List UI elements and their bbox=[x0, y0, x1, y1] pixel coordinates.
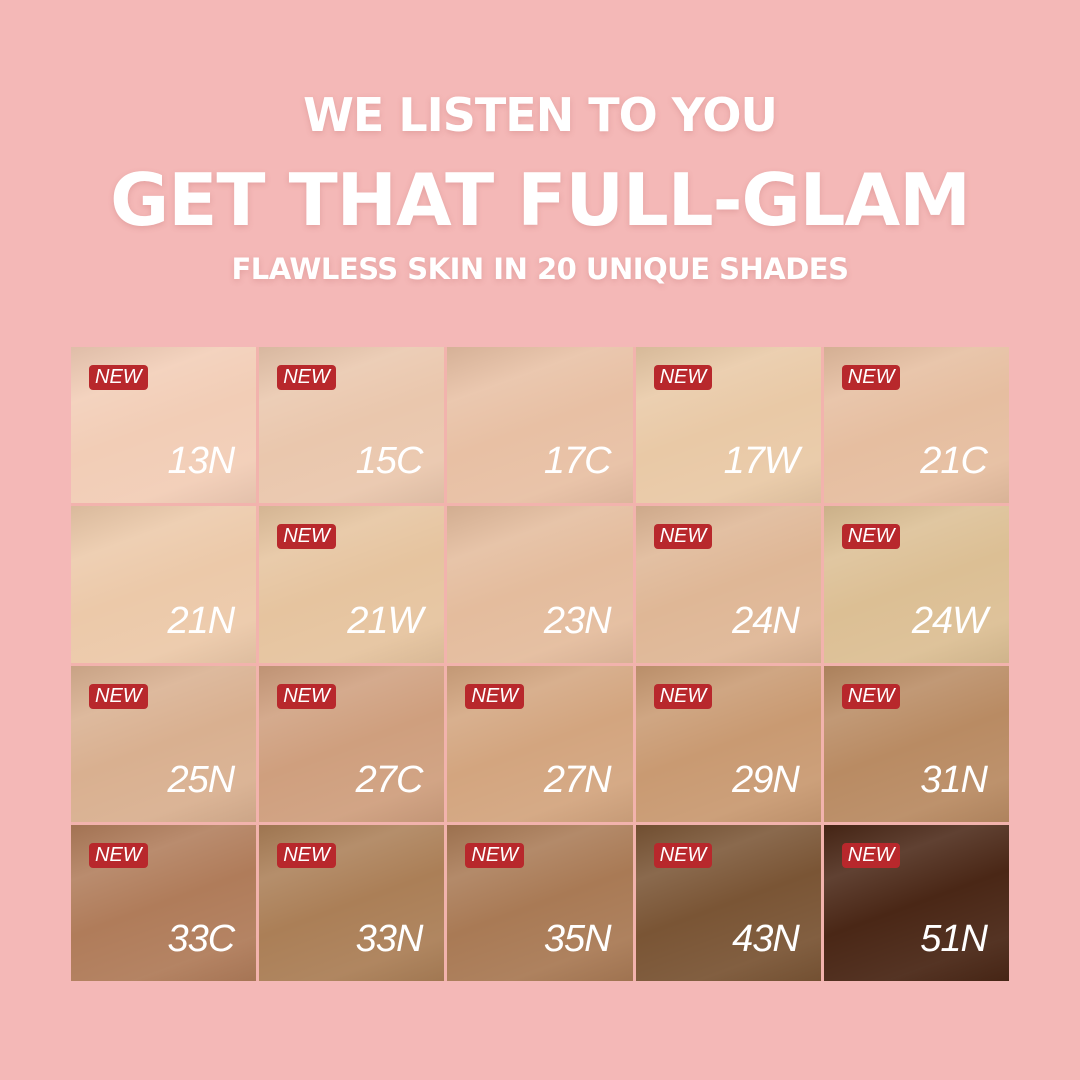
shade-name: 43N bbox=[732, 918, 800, 960]
shade-name: 21W bbox=[347, 599, 423, 642]
shade-swatch: 23N bbox=[447, 506, 633, 663]
shade-swatch: NEW 29N bbox=[635, 665, 821, 822]
new-badge: NEW bbox=[841, 842, 901, 868]
new-badge: NEW bbox=[653, 524, 713, 550]
shade-swatch: NEW 51N bbox=[823, 824, 1009, 981]
shade-swatch: NEW 15C bbox=[259, 347, 445, 504]
shade-swatch: NEW 35N bbox=[447, 824, 633, 981]
shade-swatch: NEW 27N bbox=[447, 665, 633, 822]
shade-swatch: NEW 43N bbox=[635, 824, 821, 981]
shade-grid: NEW 13N NEW 15C 17C NEW 17W NEW 21C 21N NEW 21W 23N N… bbox=[71, 347, 1009, 981]
shade-swatch: NEW 25N bbox=[71, 665, 257, 822]
shade-swatch: NEW 31N bbox=[823, 665, 1009, 822]
shade-name: 15C bbox=[355, 440, 424, 483]
shade-swatch: 21N bbox=[71, 506, 257, 663]
new-badge: NEW bbox=[465, 842, 525, 868]
shade-swatch: NEW 21W bbox=[259, 506, 445, 663]
new-badge: NEW bbox=[277, 842, 336, 868]
shade-name: 27N bbox=[543, 758, 612, 801]
new-badge: NEW bbox=[89, 365, 148, 390]
new-badge: NEW bbox=[841, 524, 901, 550]
shade-name: 23N bbox=[543, 599, 612, 642]
subheadline: FLAWLESS SKIN IN 20 UNIQUE SHADES bbox=[231, 252, 849, 286]
shade-swatch: 17C bbox=[447, 347, 633, 504]
new-badge: NEW bbox=[653, 365, 713, 390]
headline-top: WE LISTEN TO YOU bbox=[303, 88, 778, 142]
shade-swatch: NEW 27C bbox=[259, 665, 445, 822]
new-badge: NEW bbox=[465, 683, 525, 709]
shade-name: 35N bbox=[543, 918, 612, 960]
new-badge: NEW bbox=[277, 683, 336, 709]
shade-name: 21N bbox=[167, 599, 235, 642]
shade-swatch: NEW 13N bbox=[71, 347, 257, 504]
shade-swatch: NEW 21C bbox=[823, 347, 1009, 504]
shade-swatch: NEW 24W bbox=[823, 506, 1009, 663]
shade-name: 31N bbox=[920, 758, 988, 801]
new-badge: NEW bbox=[89, 842, 148, 868]
shade-swatch: NEW 17W bbox=[635, 347, 821, 504]
new-badge: NEW bbox=[841, 683, 901, 709]
shade-swatch: NEW 33N bbox=[259, 824, 445, 981]
shade-name: 24W bbox=[911, 599, 988, 642]
shade-swatch: NEW 24N bbox=[635, 506, 821, 663]
shade-name: 13N bbox=[167, 440, 235, 483]
shade-name: 17C bbox=[543, 440, 612, 483]
new-badge: NEW bbox=[277, 524, 336, 550]
headline-main: GET THAT FULL-GLAM bbox=[110, 158, 971, 242]
new-badge: NEW bbox=[653, 683, 713, 709]
shade-name: 17W bbox=[723, 440, 800, 483]
shade-name: 33N bbox=[355, 918, 424, 960]
shade-name: 51N bbox=[920, 918, 988, 960]
shade-name: 21C bbox=[920, 440, 988, 483]
new-badge: NEW bbox=[653, 842, 713, 868]
shade-name: 29N bbox=[732, 758, 800, 801]
new-badge: NEW bbox=[841, 365, 901, 390]
shade-name: 33C bbox=[167, 918, 235, 960]
shade-name: 24N bbox=[732, 599, 800, 642]
new-badge: NEW bbox=[277, 365, 336, 390]
shade-name: 25N bbox=[167, 758, 235, 801]
new-badge: NEW bbox=[89, 683, 148, 709]
shade-name: 27C bbox=[355, 758, 424, 801]
shade-swatch: NEW 33C bbox=[71, 824, 257, 981]
